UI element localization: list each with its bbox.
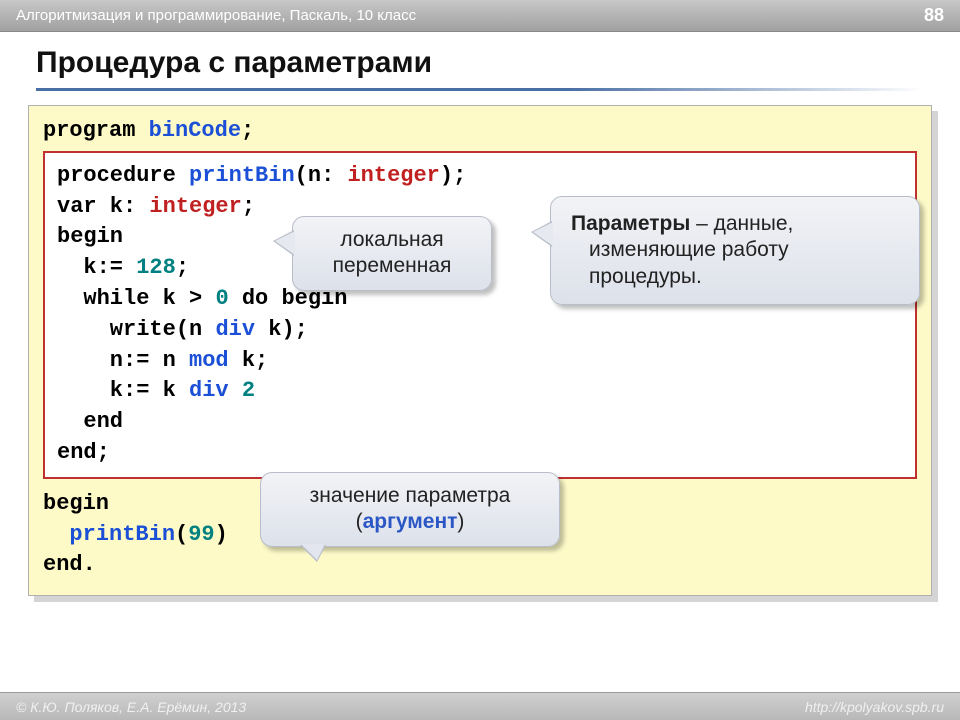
callout-tail <box>533 222 553 246</box>
callout-tail <box>275 231 295 255</box>
code-line: procedure printBin(n: integer); <box>57 161 903 192</box>
footer-url: http://kpolyakov.spb.ru <box>805 699 944 715</box>
code-line: end <box>57 407 903 438</box>
breadcrumb: Алгоритмизация и программирование, Паска… <box>16 7 416 24</box>
callout-tail <box>301 544 325 560</box>
slide-title: Процедура с параметрами <box>0 32 960 88</box>
code-line: n:= n mod k; <box>57 346 903 377</box>
header-bar: Алгоритмизация и программирование, Паска… <box>0 0 960 32</box>
code-line: end; <box>57 438 903 469</box>
code-line-program: program binCode; <box>43 116 917 147</box>
code-line: write(n div k); <box>57 315 903 346</box>
callout-argument: значение параметра (аргумент) <box>260 472 560 547</box>
title-underline <box>36 88 924 91</box>
page-number: 88 <box>924 5 944 26</box>
code-line: end. <box>43 550 917 581</box>
footer-copyright: © К.Ю. Поляков, Е.А. Ерёмин, 2013 <box>16 699 246 715</box>
callout-local-variable: локальная переменная <box>292 216 492 291</box>
callout-parameters: Параметры – данные, изменяющие работу пр… <box>550 196 920 305</box>
footer-bar: © К.Ю. Поляков, Е.А. Ерёмин, 2013 http:/… <box>0 692 960 720</box>
code-line: k:= k div 2 <box>57 376 903 407</box>
